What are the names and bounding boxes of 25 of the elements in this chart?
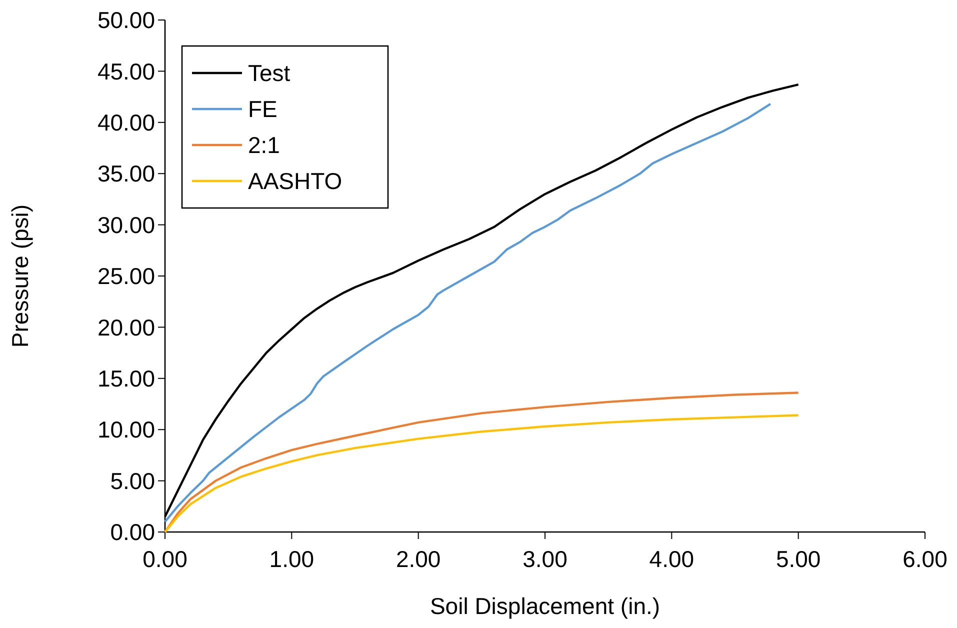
y-tick-label: 10.00	[97, 416, 155, 443]
y-tick-label: 5.00	[110, 468, 155, 494]
y-tick-label: 25.00	[97, 263, 155, 290]
x-tick-label: 3.00	[522, 546, 568, 572]
y-tick-label: 40.00	[97, 109, 155, 136]
x-tick-label: 6.00	[902, 546, 948, 572]
legend-label: Test	[248, 60, 291, 86]
x-tick-label: 2.00	[396, 546, 441, 572]
legend-label: 2:1	[248, 132, 280, 158]
y-tick-label: 0.00	[110, 519, 155, 546]
legend-label: FE	[248, 96, 278, 122]
line-series	[164, 414, 800, 534]
y-tick-label: 50.00	[97, 7, 155, 34]
y-tick-label: 15.00	[97, 365, 155, 392]
y-tick-label: 45.00	[97, 58, 155, 84]
x-axis-title: Soil Displacement (in.)	[430, 593, 660, 619]
x-tick-label: 1.00	[269, 546, 314, 572]
y-axis-title: Pressure (psi)	[7, 204, 33, 348]
legend-label: AASHTO	[248, 168, 342, 194]
y-tick-label: 20.00	[97, 314, 155, 340]
x-tick-label: 0.00	[142, 546, 188, 572]
y-tick-label: 35.00	[97, 160, 155, 187]
x-tick-label: 4.00	[649, 546, 694, 572]
x-tick-label: 5.00	[776, 546, 821, 572]
y-tick-label: 30.00	[97, 212, 155, 238]
